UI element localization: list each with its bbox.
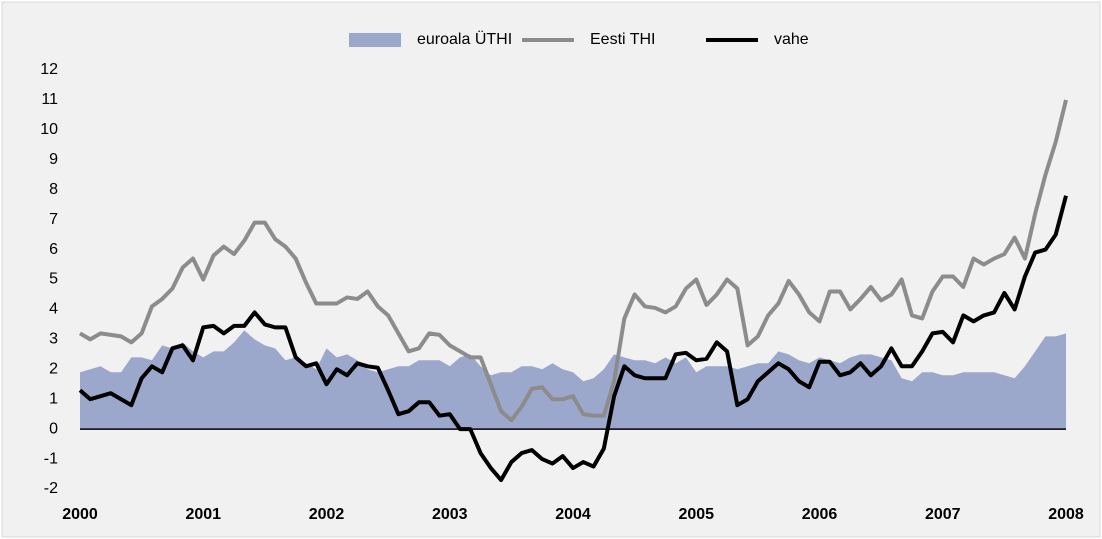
y-tick-label: 3 [49,331,58,348]
legend-label: vahe [774,31,809,48]
x-tick-label: 2006 [802,506,838,523]
y-tick-label: 8 [49,181,58,198]
y-tick-label: -2 [44,480,58,497]
y-tick-label: 10 [40,121,58,138]
y-tick-label: 7 [49,211,58,228]
area [80,330,1066,430]
x-tick-label: 2004 [555,506,591,523]
x-tick-label: 2002 [309,506,345,523]
y-tick-label: 11 [41,91,58,108]
y-tick-label: 4 [49,301,58,318]
y-tick-label: 0 [49,420,58,437]
y-tick-label: 12 [40,61,58,78]
y-tick-label: 2 [49,361,58,378]
y-tick-label: 6 [49,241,58,258]
x-tick-label: 2008 [1048,506,1084,523]
legend-label: euroala ÜTHI [417,30,512,48]
x-tick-label: 2007 [925,506,961,523]
y-tick-label: -1 [44,450,58,467]
line [78,195,1068,483]
y-tick-label: 9 [49,151,58,168]
legend-label: Eesti THI [590,31,656,48]
x-tick-label: 2001 [185,506,221,523]
x-tick-label: 2003 [432,506,468,523]
y-tick-label: 1 [49,390,58,407]
line [78,99,1068,423]
y-tick-label: 5 [49,271,58,288]
legend-swatch [349,33,401,47]
x-tick-label: 2005 [678,506,714,523]
x-tick-label: 2000 [62,506,98,523]
